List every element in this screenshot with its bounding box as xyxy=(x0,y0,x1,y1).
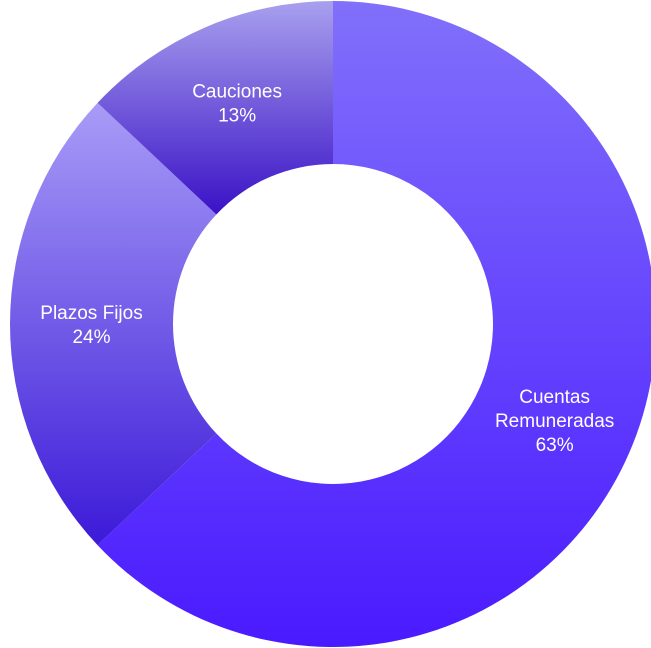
slice-label-plazos-fijos: Plazos Fijos xyxy=(40,303,142,324)
slice-cuentas-remuneradas[interactable] xyxy=(97,1,651,647)
slice-label-cauciones: Cauciones xyxy=(192,81,282,102)
slice-plazos-fijos[interactable] xyxy=(9,102,217,546)
slice-label-cuentas-remuneradas: Remuneradas xyxy=(495,411,614,432)
slice-value-plazos-fijos: 24% xyxy=(72,327,110,348)
slice-cauciones[interactable] xyxy=(97,1,333,215)
slices-layer xyxy=(9,1,651,647)
slice-value-cauciones: 13% xyxy=(218,105,256,126)
slice-label-cuentas-remuneradas: Cuentas xyxy=(519,387,590,408)
slice-value-cuentas-remuneradas: 63% xyxy=(536,435,574,456)
labels-layer: Cuentas Remuneradas 63% Plazos Fijos 24% Cauc… xyxy=(40,81,614,456)
